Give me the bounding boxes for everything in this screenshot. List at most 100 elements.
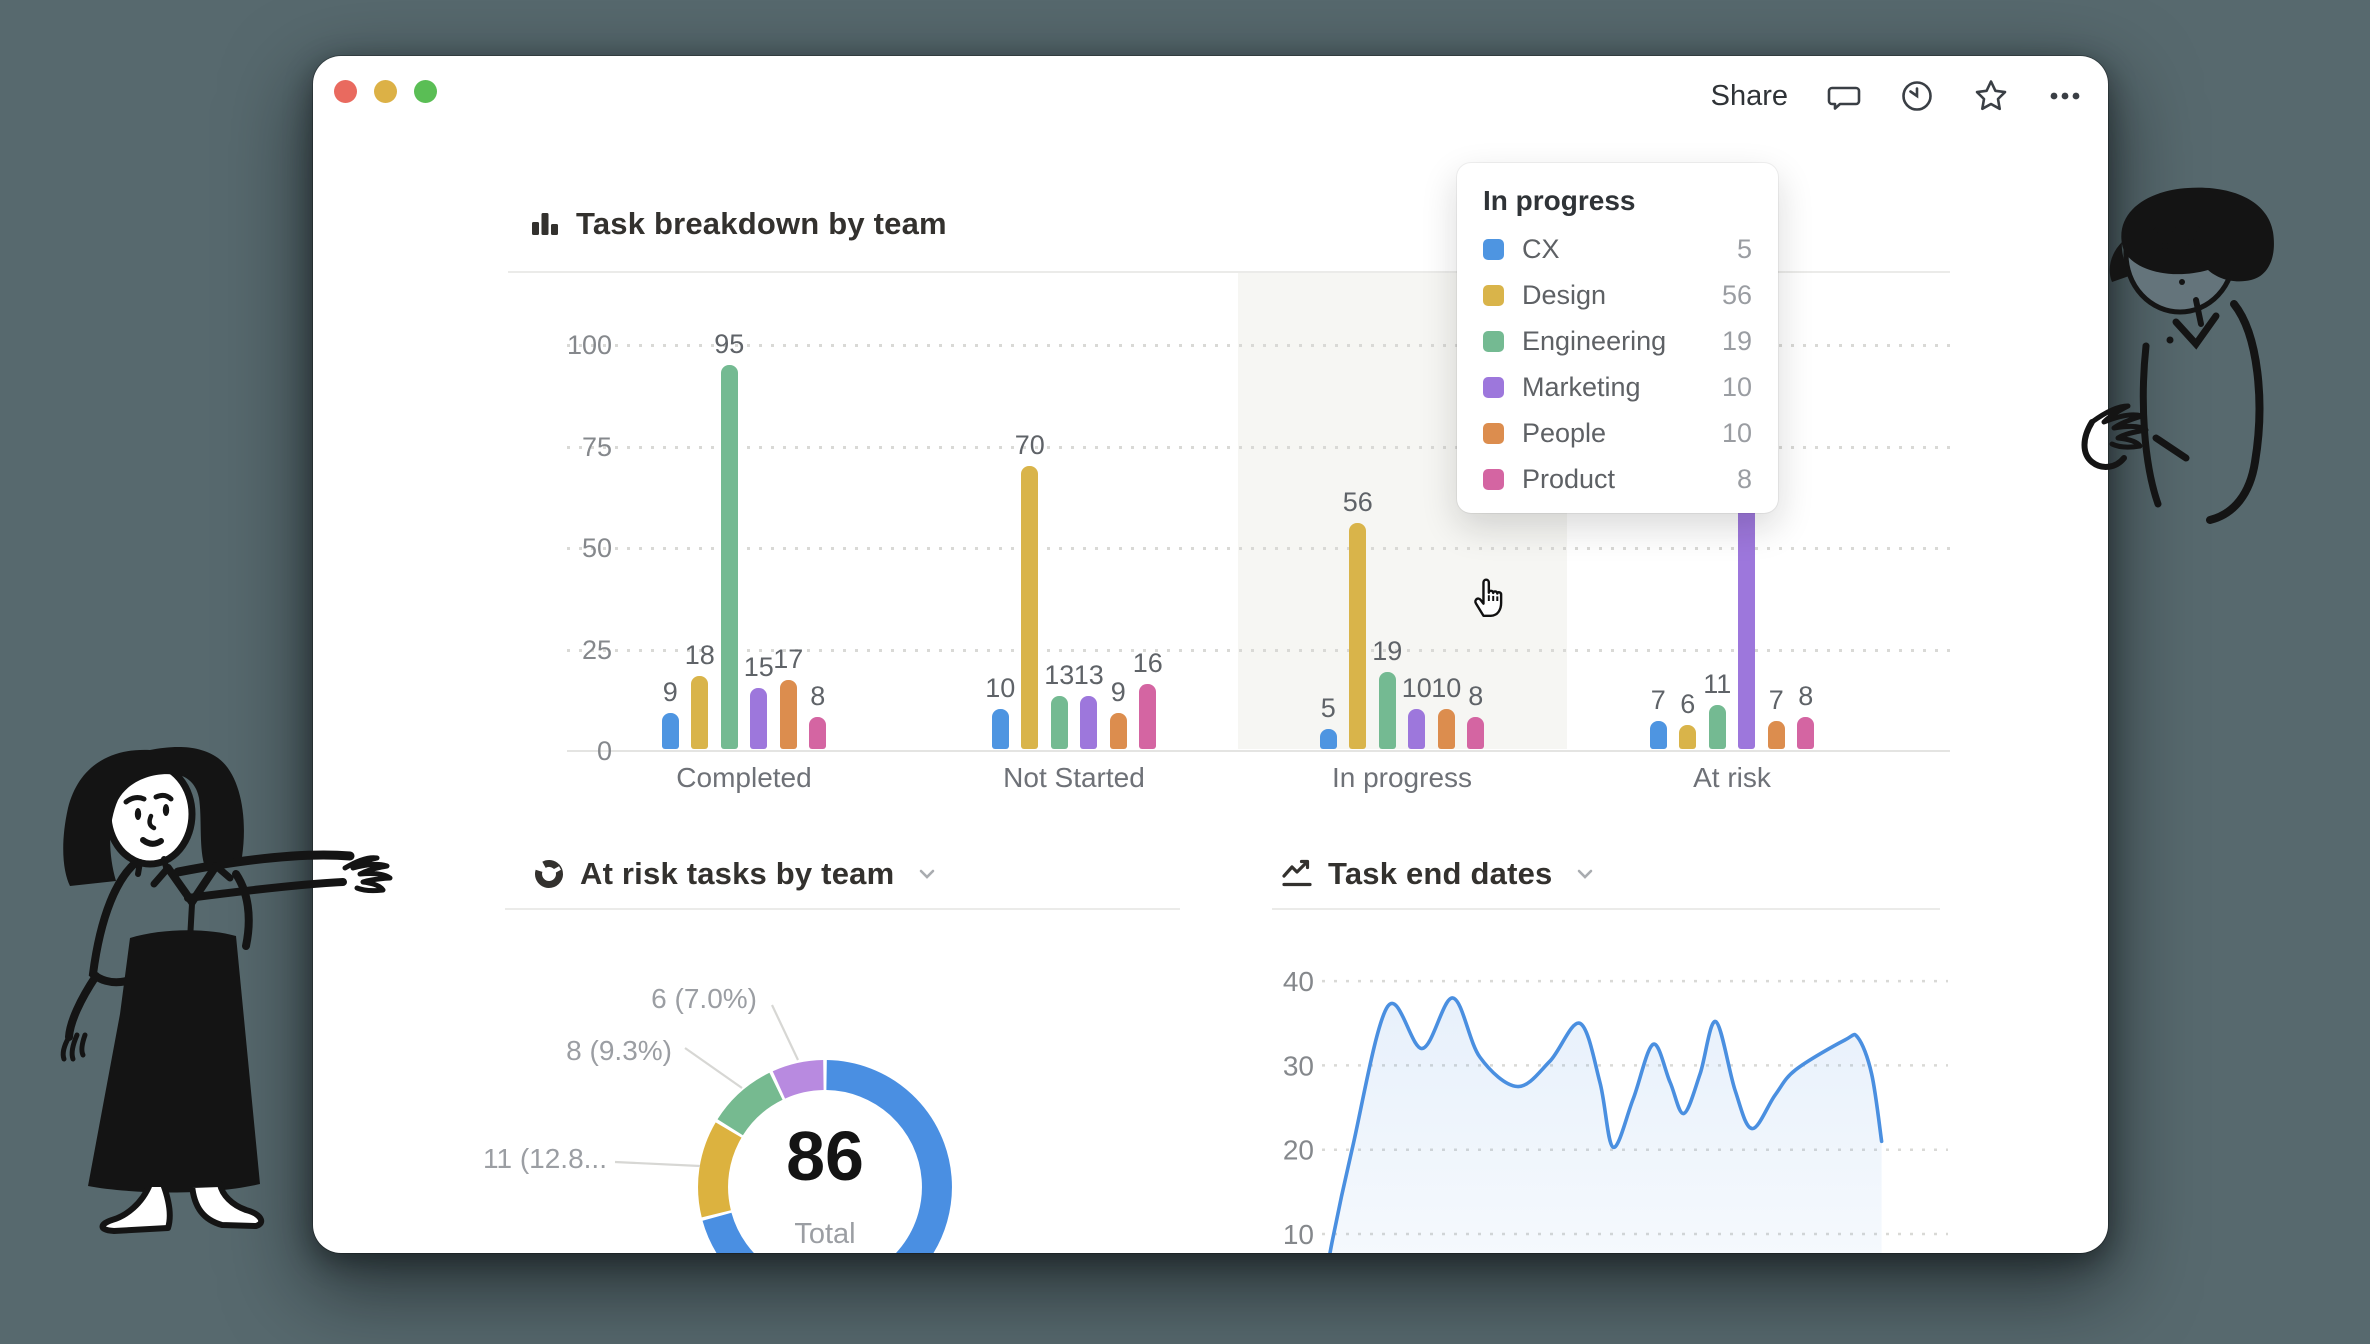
bar-not-started-marketing[interactable] [1080, 696, 1098, 749]
bar-completed-engineering[interactable] [720, 365, 738, 749]
tooltip-team-value: 19 [1721, 325, 1752, 356]
y-axis-tick: 40 [1283, 966, 1314, 997]
bar-completed-cx[interactable] [661, 712, 679, 749]
y-axis-tick: 0 [596, 736, 612, 766]
bar-at-risk-design[interactable] [1679, 724, 1697, 749]
bar-value-label: 8 [1468, 680, 1484, 711]
label-leader-line [614, 1160, 701, 1168]
bar-completed-design[interactable] [691, 676, 709, 749]
bar-in-progress-product[interactable] [1467, 716, 1485, 749]
at-risk-donut-chart: 11 (12.8... 8 (9.3%) 6 (7.0%) 86 Total [483, 983, 952, 1253]
bar-value-label: 9 [1110, 676, 1126, 707]
bar-value-label: 16 [1132, 648, 1163, 679]
bar-value-label: 15 [743, 652, 774, 683]
bar-value-label: 7 [1768, 684, 1784, 715]
chart-tooltip: In progress CX 5 Design 56 Engineering 1… [1457, 163, 1778, 513]
bar-at-risk-people[interactable] [1767, 720, 1785, 749]
bar-completed-product[interactable] [809, 716, 827, 749]
bar-value-label: 8 [810, 680, 826, 711]
tooltip-team-value: 5 [1736, 233, 1752, 264]
donut-chart-title[interactable]: At risk tasks by team [533, 856, 939, 892]
tooltip-row: People 10 [1483, 410, 1752, 456]
tooltip-team-value: 56 [1721, 279, 1752, 310]
category-label: In progress [1331, 762, 1473, 793]
bar-value-label: 70 [1014, 430, 1045, 461]
bar-in-progress-engineering[interactable] [1378, 672, 1396, 749]
category-label: Not Started [1003, 762, 1145, 793]
bar-in-progress-cx[interactable] [1319, 728, 1337, 749]
team-color-swatch [1483, 330, 1504, 352]
share-button[interactable]: Share [1710, 79, 1788, 112]
bar-value-label: 18 [684, 640, 715, 671]
comment-icon[interactable] [1824, 77, 1862, 115]
donut-slice[interactable] [702, 1060, 952, 1253]
chevron-down-icon [920, 869, 935, 879]
more-options-icon[interactable] [2046, 77, 2084, 115]
bar-value-label: 8 [1798, 680, 1814, 711]
bar-in-progress-marketing[interactable] [1408, 708, 1426, 749]
bar-in-progress-people[interactable] [1437, 708, 1455, 749]
trend-line [1328, 996, 1884, 1253]
minimize-window-button[interactable] [374, 80, 397, 103]
close-window-button[interactable] [334, 80, 357, 103]
donut-slice[interactable] [717, 1072, 783, 1136]
bar-at-risk-cx[interactable] [1649, 720, 1667, 749]
y-axis-tick: 30 [1283, 1050, 1314, 1081]
donut-slice[interactable] [698, 1122, 742, 1218]
tooltip-row: Marketing 10 [1483, 364, 1752, 410]
bar-value-label: 13 [1044, 660, 1075, 691]
bar-chart-title[interactable]: Task breakdown by team [529, 206, 947, 242]
team-color-swatch [1483, 238, 1504, 260]
line-chart-title[interactable]: Task end dates [1281, 856, 1597, 892]
tooltip-row: Engineering 19 [1483, 318, 1752, 364]
chevron-down-icon [1578, 869, 1593, 879]
bar-not-started-cx[interactable] [991, 708, 1009, 749]
tooltip-team-name: Engineering [1522, 325, 1667, 356]
label-leader-line [771, 1004, 799, 1061]
bar-in-progress-design[interactable] [1349, 522, 1367, 749]
tooltip-team-value: 10 [1721, 371, 1752, 402]
tooltip-team-name: Marketing [1522, 371, 1641, 402]
bar-at-risk-product[interactable] [1797, 716, 1815, 749]
bar-at-risk-engineering[interactable] [1708, 704, 1726, 749]
bar-completed-marketing[interactable] [750, 688, 768, 749]
y-axis-tick: 50 [581, 533, 612, 563]
bar-at-risk-marketing[interactable] [1738, 498, 1756, 749]
y-axis-tick: 20 [1283, 1135, 1314, 1166]
category-label: Completed [676, 762, 812, 793]
app-window: Share [313, 56, 2108, 1253]
donut-slice[interactable] [772, 1060, 825, 1099]
bar-value-label: 13 [1073, 660, 1104, 691]
bar-value-label: 11 [1703, 668, 1732, 699]
bar-value-label: 9 [662, 676, 678, 707]
gridline [567, 648, 1950, 652]
window-controls [334, 80, 437, 103]
bar-chart-icon [529, 208, 561, 240]
line-chart-icon [1281, 858, 1313, 890]
bar-value-label: 19 [1372, 636, 1403, 667]
task-end-dates-line-chart: 40 30 20 10 [1283, 966, 1948, 1253]
bar-value-label: 5 [1320, 692, 1336, 723]
bar-not-started-design[interactable] [1021, 466, 1039, 749]
y-axis-tick: 75 [581, 431, 612, 462]
tooltip-team-value: 10 [1721, 417, 1752, 448]
bar-value-label: 56 [1342, 486, 1373, 517]
bar-value-label: 95 [714, 329, 745, 360]
category-label: At risk [1693, 762, 1771, 793]
bar-completed-people[interactable] [779, 680, 797, 749]
divider [508, 271, 1950, 273]
y-axis-tick: 10 [1283, 1219, 1314, 1250]
gridline [567, 445, 1950, 449]
area-fill [1329, 997, 1882, 1253]
history-clock-icon[interactable] [1898, 77, 1936, 115]
bar-not-started-people[interactable] [1109, 712, 1127, 749]
gridline [567, 547, 1950, 550]
team-color-swatch [1483, 468, 1504, 490]
star-favorite-icon[interactable] [1972, 77, 2010, 115]
bar-not-started-product[interactable] [1139, 684, 1157, 749]
donut-total-value: 86 [786, 1117, 864, 1195]
titlebar-actions: Share [1711, 74, 2084, 118]
bar-not-started-engineering[interactable] [1050, 696, 1068, 749]
zoom-window-button[interactable] [414, 80, 437, 103]
